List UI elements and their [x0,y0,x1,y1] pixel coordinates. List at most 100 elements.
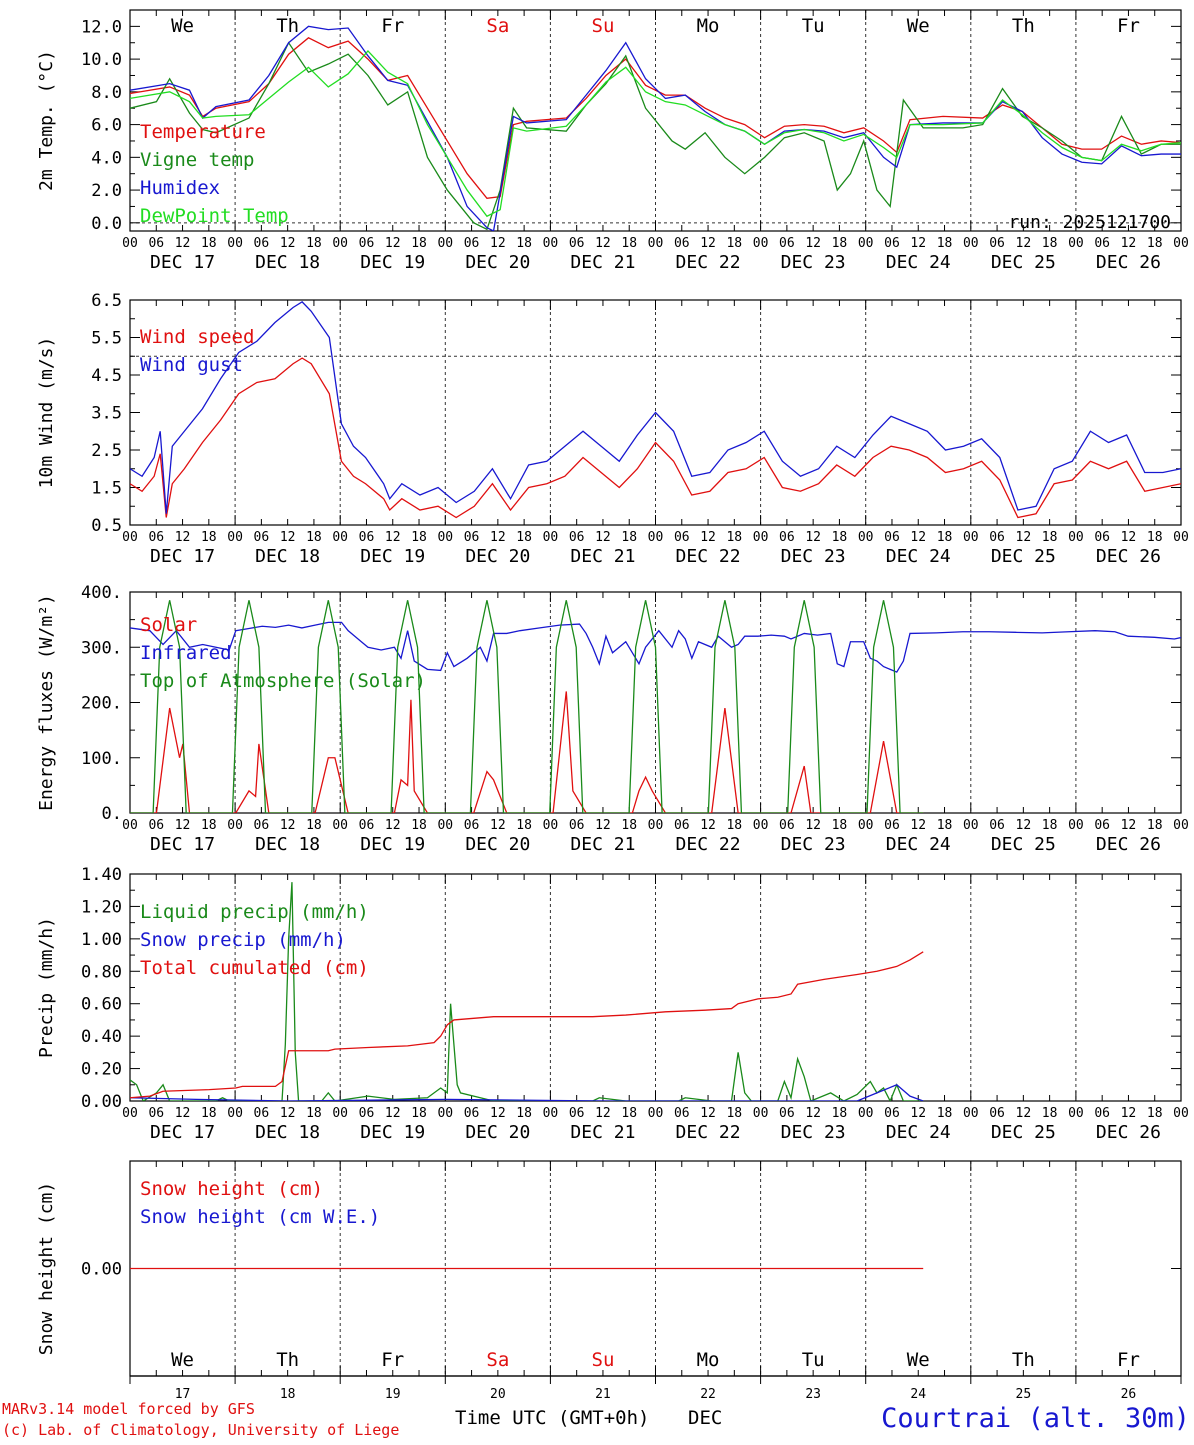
hour-tick-label: 12 [910,818,926,833]
date-label: DEC 25 [991,546,1056,567]
lab-credit: (c) Lab. of Climatology, University of L… [2,1421,399,1439]
hour-tick-label: 12 [490,236,506,251]
hour-tick-label: 00 [753,818,769,833]
hour-tick-label: 18 [832,236,848,251]
day-number: 18 [280,1387,296,1402]
hour-tick-label: 00 [332,530,348,545]
hour-tick-label: 06 [884,818,900,833]
hour-tick-label: 00 [332,1106,348,1121]
hour-tick-label: 12 [175,530,191,545]
hour-tick-label: 06 [148,530,164,545]
hour-tick-label: 06 [569,818,585,833]
weekday-label: We [907,1349,930,1371]
date-label: DEC 23 [781,252,846,273]
hour-tick-label: 12 [1016,818,1032,833]
date-label: DEC 18 [255,834,320,855]
hour-tick-label: 06 [1094,1106,1110,1121]
day-number: 19 [385,1387,401,1402]
date-label: DEC 20 [465,546,530,567]
y-axis-label: 2m Temp. (°C) [36,50,57,191]
hour-tick-label: 00 [963,818,979,833]
hour-tick-label: 18 [937,818,953,833]
date-label: DEC 21 [570,834,635,855]
hour-tick-label: 00 [437,1106,453,1121]
hour-tick-label: 00 [1068,818,1084,833]
hour-tick-label: 18 [306,818,322,833]
hour-tick-label: 12 [490,1106,506,1121]
series-snow-precip-mm-h [130,1084,924,1101]
series-infrared [130,621,1181,673]
day-number: 23 [805,1387,821,1402]
series-dewpoint-temp [130,49,1181,218]
hour-tick-label: 00 [122,818,138,833]
hour-tick-label: 06 [254,818,270,833]
hour-tick-label: 18 [621,530,637,545]
hour-tick-label: 00 [543,818,559,833]
y-tick-label: 6.5 [91,291,122,311]
hour-tick-label: 18 [937,1106,953,1121]
date-label: DEC 24 [886,252,951,273]
hour-tick-label: 18 [411,818,427,833]
hour-tick-label: 00 [437,818,453,833]
date-label: DEC 19 [360,834,425,855]
weekday-label: Tu [802,1349,825,1371]
hour-tick-label: 18 [832,1106,848,1121]
hour-tick-label: 12 [910,530,926,545]
panel-4 [129,873,1182,1102]
y-tick-label: 400. [81,583,122,603]
date-label: DEC 19 [360,546,425,567]
hour-tick-label: 18 [201,236,217,251]
y-tick-label: 0.60 [81,995,122,1015]
hour-tick-label: 00 [963,1106,979,1121]
y-tick-label: 4.0 [91,148,122,168]
date-label: DEC 26 [1096,834,1161,855]
hour-tick-label: 00 [122,236,138,251]
hour-tick-label: 06 [884,530,900,545]
hour-tick-label: 06 [884,1106,900,1121]
hour-tick-label: 00 [543,236,559,251]
panel-3 [129,591,1182,814]
hour-tick-label: 00 [227,818,243,833]
date-label: DEC 17 [150,252,215,273]
date-label: DEC 23 [781,834,846,855]
hour-tick-label: 00 [332,236,348,251]
hour-tick-label: 18 [411,236,427,251]
hour-tick-label: 06 [989,530,1005,545]
weekday-label: We [171,15,194,37]
hour-tick-label: 18 [726,818,742,833]
weekday-label: Su [592,1349,615,1371]
series-solar [130,691,924,813]
date-label: DEC 17 [150,1122,215,1143]
date-label: DEC 17 [150,546,215,567]
hour-tick-label: 06 [989,236,1005,251]
hour-tick-label: 00 [648,236,664,251]
hour-tick-label: 06 [1094,236,1110,251]
hour-tick-label: 12 [910,236,926,251]
series-total-cumulated-cm [130,951,924,1099]
weekday-label: We [907,15,930,37]
day-number: 25 [1016,1387,1032,1402]
hour-tick-label: 12 [595,236,611,251]
date-label: DEC 23 [781,1122,846,1143]
hour-tick-label: 12 [280,236,296,251]
hour-tick-label: 12 [1016,1106,1032,1121]
run-annotation: run: 2025121700 [1008,212,1171,233]
hour-tick-label: 06 [464,236,480,251]
hour-tick-label: 06 [674,818,690,833]
day-number: 24 [910,1387,926,1402]
date-label: DEC 22 [676,546,741,567]
hour-tick-label: 12 [1016,236,1032,251]
weekday-label: Tu [802,15,825,37]
hour-tick-label: 12 [1121,1106,1137,1121]
hour-tick-label: 12 [1121,530,1137,545]
date-label: DEC 21 [570,252,635,273]
hour-tick-label: 00 [1068,1106,1084,1121]
weekday-label: Sa [486,1349,509,1371]
hour-tick-label: 18 [937,236,953,251]
legend-entry: Liquid precip (mm/h) [140,901,369,923]
date-label: DEC 18 [255,1122,320,1143]
hour-tick-label: 06 [148,236,164,251]
hour-tick-label: 06 [569,1106,585,1121]
hour-tick-label: 06 [779,530,795,545]
